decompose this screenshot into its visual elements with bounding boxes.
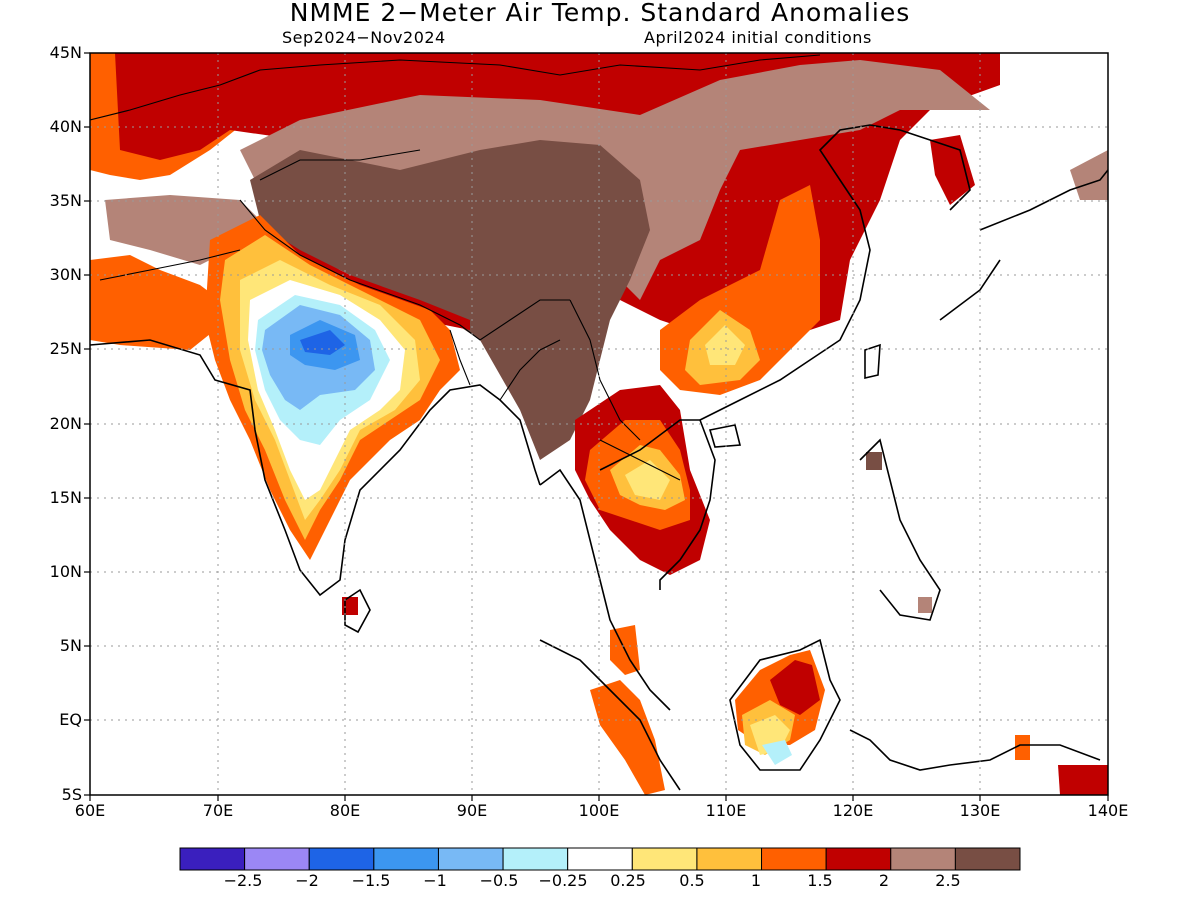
coastlines xyxy=(90,124,1108,791)
anomaly-region xyxy=(705,325,745,365)
legend-label: −1 xyxy=(423,871,447,890)
legend-label: 1 xyxy=(750,871,762,890)
legend-swatch xyxy=(954,847,1021,871)
lat-label: 5N xyxy=(59,636,82,655)
lat-label: 35N xyxy=(49,191,82,210)
lon-label: 100E xyxy=(578,801,620,820)
legend-label: −2.5 xyxy=(223,871,263,890)
anomaly-region xyxy=(1070,150,1108,200)
lon-label: 70E xyxy=(202,801,234,820)
legend-label: −2 xyxy=(295,871,319,890)
lat-label: 25N xyxy=(49,339,82,358)
anomaly-region xyxy=(590,680,665,795)
lon-label: 130E xyxy=(959,801,1001,820)
legend-label: 2.5 xyxy=(935,871,961,890)
lon-label: 120E xyxy=(832,801,874,820)
lat-label: 45N xyxy=(49,43,82,62)
legend-swatch xyxy=(761,847,827,871)
legend-swatch xyxy=(437,847,504,871)
anomaly-region xyxy=(250,140,650,460)
lat-label: 20N xyxy=(49,414,82,433)
legend-label: −1.5 xyxy=(351,871,391,890)
lat-label: 15N xyxy=(49,488,82,507)
legend-swatch xyxy=(373,847,439,871)
legend-swatch xyxy=(696,847,763,871)
axis-ticks xyxy=(84,52,1109,801)
anomaly-region xyxy=(918,597,932,613)
forecast-period: Sep2024−Nov2024 xyxy=(282,28,446,47)
legend-label: 1.5 xyxy=(807,871,833,890)
legend-label: −0.5 xyxy=(479,871,519,890)
anomaly-region xyxy=(90,255,220,350)
anomaly-region xyxy=(300,330,345,355)
legend-swatch xyxy=(308,847,375,871)
anomaly-region xyxy=(762,740,792,765)
color-legend xyxy=(179,847,1021,871)
borders xyxy=(90,54,821,481)
legend-swatch xyxy=(890,847,956,871)
legend-swatch xyxy=(179,847,246,871)
lat-label: 30N xyxy=(49,265,82,284)
lat-label: 5S xyxy=(61,785,82,804)
legend-swatch xyxy=(502,847,569,871)
anomaly-region xyxy=(1058,765,1108,795)
lat-label: 10N xyxy=(49,562,82,581)
legend-swatch xyxy=(567,847,633,871)
legend-label: −0.25 xyxy=(538,871,588,890)
anomaly-region xyxy=(625,460,670,500)
lon-label: 110E xyxy=(705,801,747,820)
lon-label: 60E xyxy=(74,801,106,820)
lon-label: 90E xyxy=(456,801,488,820)
map-title: NMME 2−Meter Air Temp. Standard Anomalie… xyxy=(289,0,911,27)
lon-label: 80E xyxy=(329,801,361,820)
anomaly-region xyxy=(930,135,975,205)
legend-label: 2 xyxy=(878,871,890,890)
legend-swatch xyxy=(825,847,892,871)
anomaly-field xyxy=(90,53,1108,795)
anomaly-region xyxy=(1015,735,1030,760)
anomaly-region xyxy=(342,597,358,615)
legend-swatch xyxy=(244,847,310,871)
legend-label: 0.5 xyxy=(679,871,705,890)
anomaly-region xyxy=(770,660,820,715)
legend-label: 0.25 xyxy=(610,871,646,890)
graticule xyxy=(90,53,1108,795)
lon-label: 140E xyxy=(1087,801,1129,820)
lat-label: EQ xyxy=(59,710,82,729)
legend-swatch xyxy=(631,847,698,871)
anomaly-region xyxy=(866,452,882,470)
lat-label: 40N xyxy=(49,117,82,136)
initial-conditions: April2024 initial conditions xyxy=(644,28,872,47)
